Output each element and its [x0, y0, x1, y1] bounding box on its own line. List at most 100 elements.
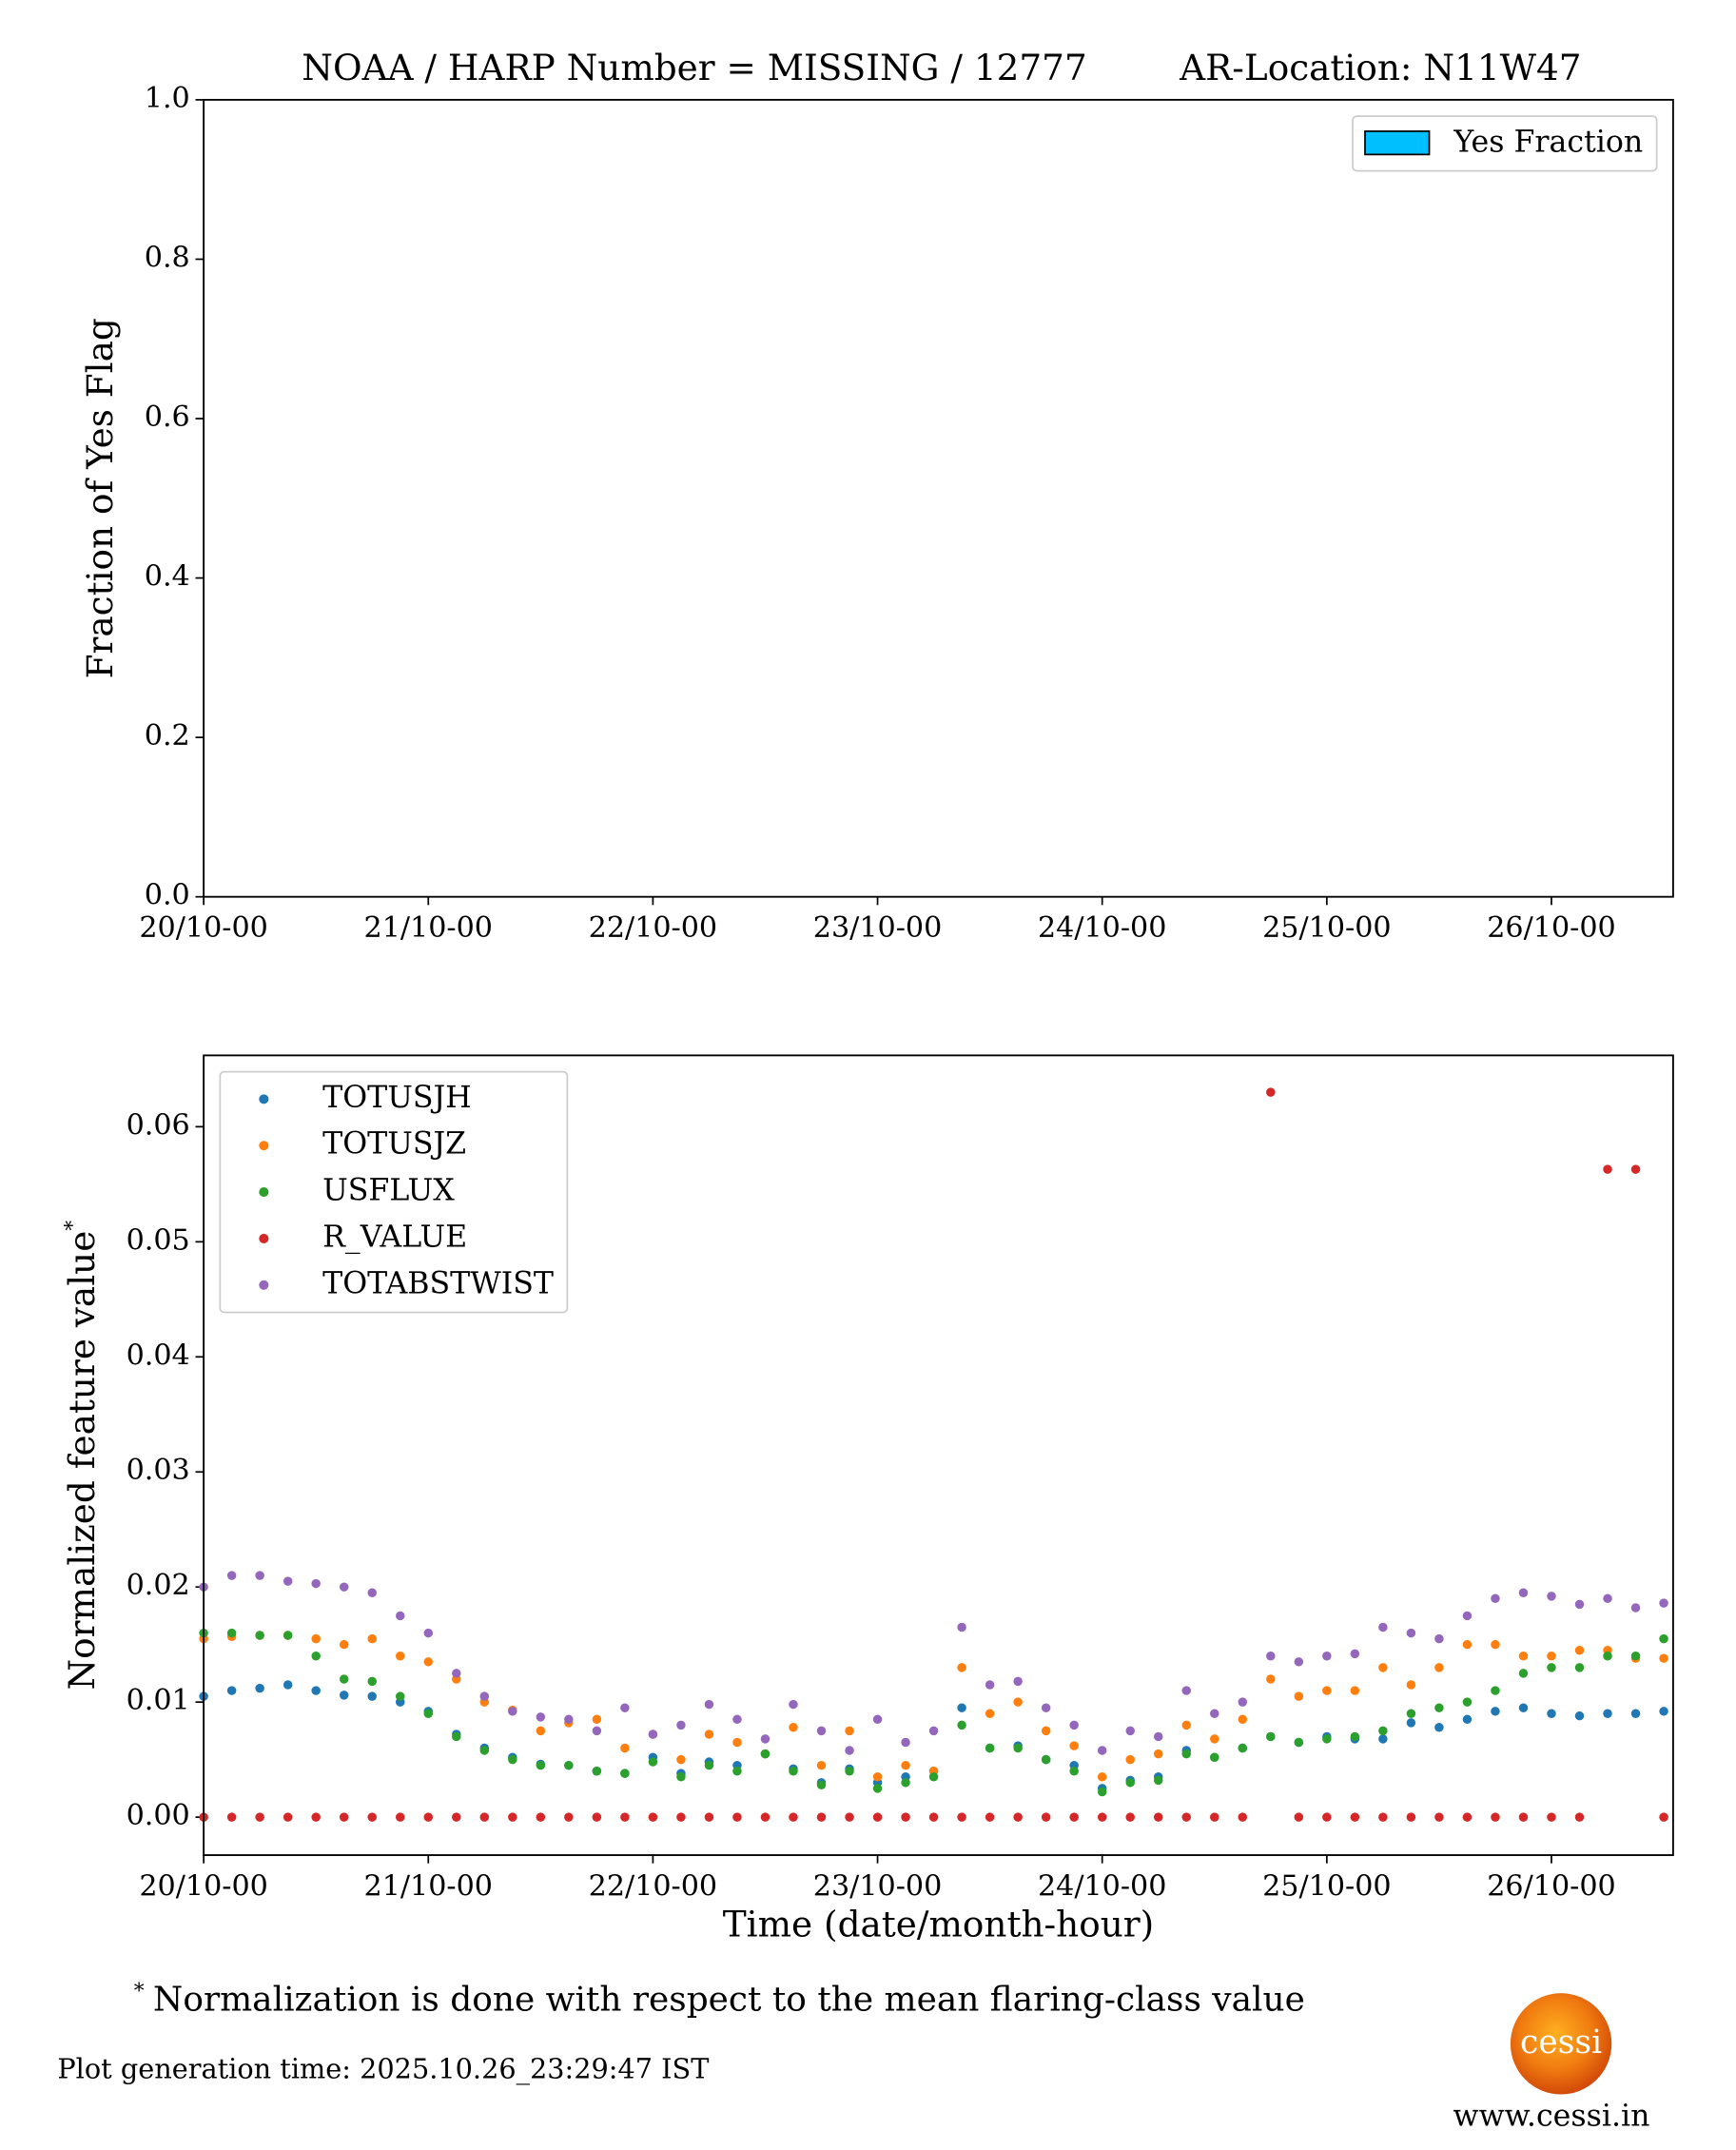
data-point: [985, 1743, 995, 1753]
data-point: [1659, 1707, 1668, 1716]
data-point: [1041, 1754, 1051, 1765]
data-point: [592, 1714, 602, 1725]
data-point: [1406, 1680, 1416, 1690]
data-point: [1181, 1749, 1191, 1759]
data-point: [1210, 1734, 1219, 1744]
data-point: [1210, 1812, 1219, 1822]
data-point: [1462, 1697, 1473, 1707]
data-point: [226, 1686, 237, 1695]
data-point: [1491, 1707, 1500, 1716]
data-point: [704, 1760, 714, 1770]
data-point: [1434, 1812, 1444, 1822]
data-point: [1574, 1812, 1585, 1822]
legend-label: TOTABSTWIST: [322, 1266, 554, 1300]
data-point: [1518, 1703, 1529, 1712]
data-point: [423, 1628, 434, 1638]
data-point: [1518, 1669, 1529, 1678]
data-point: [423, 1709, 434, 1718]
data-point: [845, 1812, 854, 1822]
data-point: [367, 1633, 377, 1644]
data-point: [732, 1714, 742, 1725]
data-point: [1491, 1812, 1500, 1822]
data-point: [957, 1703, 966, 1712]
data-point: [1406, 1718, 1416, 1728]
legend-marker: [259, 1094, 269, 1104]
data-point: [1238, 1743, 1248, 1753]
data-point: [1125, 1778, 1135, 1788]
data-point: [395, 1611, 405, 1621]
data-point: [1603, 1652, 1612, 1661]
data-point: [1659, 1598, 1668, 1608]
data-point: [1041, 1726, 1051, 1736]
data-point: [872, 1784, 883, 1793]
data-point: [226, 1571, 237, 1580]
y-tick-label: 0.05: [127, 1223, 190, 1257]
data-point: [957, 1720, 966, 1730]
data-point: [985, 1709, 995, 1718]
data-point: [508, 1707, 517, 1716]
data-point: [508, 1754, 517, 1765]
data-point: [676, 1754, 686, 1765]
data-point: [901, 1812, 910, 1822]
data-point: [816, 1760, 827, 1770]
data-point: [339, 1639, 349, 1650]
data-point: [1294, 1657, 1304, 1667]
data-point: [1266, 1674, 1276, 1684]
data-point: [1462, 1611, 1473, 1621]
data-point: [872, 1772, 883, 1782]
data-point: [1181, 1686, 1191, 1695]
legend-marker: [259, 1233, 269, 1243]
data-point: [1238, 1812, 1248, 1822]
data-point: [620, 1769, 630, 1778]
data-point: [648, 1730, 658, 1739]
x-tick-label: 21/10-00: [364, 911, 493, 945]
data-point: [452, 1812, 461, 1822]
legend-label: TOTUSJZ: [322, 1127, 466, 1162]
data-point: [339, 1691, 349, 1700]
data-point: [676, 1720, 686, 1730]
data-point: [592, 1726, 602, 1736]
data-point: [339, 1582, 349, 1592]
data-point: [311, 1686, 321, 1695]
data-point: [1659, 1633, 1668, 1644]
data-point: [1630, 1603, 1641, 1612]
data-point: [901, 1760, 910, 1770]
legend-label: USFLUX: [322, 1174, 455, 1208]
y-tick-label: 0.00: [127, 1799, 190, 1832]
data-point: [957, 1812, 966, 1822]
data-point: [1322, 1734, 1332, 1744]
data-point: [1153, 1731, 1163, 1742]
data-point: [1181, 1812, 1191, 1822]
data-point: [1378, 1812, 1388, 1822]
data-point: [1238, 1714, 1248, 1725]
data-point: [732, 1766, 742, 1776]
data-point: [1181, 1720, 1191, 1730]
legend-marker: [259, 1280, 269, 1290]
y-axis-label-mark: *: [61, 1221, 85, 1231]
data-point: [536, 1712, 546, 1722]
data-point: [1434, 1703, 1444, 1712]
data-point: [1434, 1633, 1444, 1644]
data-point: [1547, 1663, 1556, 1672]
data-point: [1350, 1731, 1360, 1742]
data-point: [423, 1657, 434, 1667]
data-point: [536, 1726, 546, 1736]
data-point: [311, 1578, 321, 1589]
data-point: [845, 1726, 854, 1736]
x-tick-label: 26/10-00: [1487, 1870, 1615, 1904]
data-point: [816, 1726, 827, 1736]
data-point: [1322, 1686, 1332, 1695]
data-point: [283, 1680, 293, 1690]
data-point: [1097, 1787, 1107, 1797]
data-point: [1378, 1734, 1388, 1744]
data-point: [1518, 1652, 1529, 1661]
data-point: [789, 1812, 798, 1822]
data-point: [1630, 1164, 1641, 1174]
data-point: [1547, 1592, 1556, 1601]
data-point: [1069, 1741, 1079, 1750]
data-point: [928, 1772, 939, 1782]
data-point: [1097, 1812, 1107, 1822]
data-point: [479, 1691, 490, 1701]
data-point: [1574, 1645, 1585, 1655]
